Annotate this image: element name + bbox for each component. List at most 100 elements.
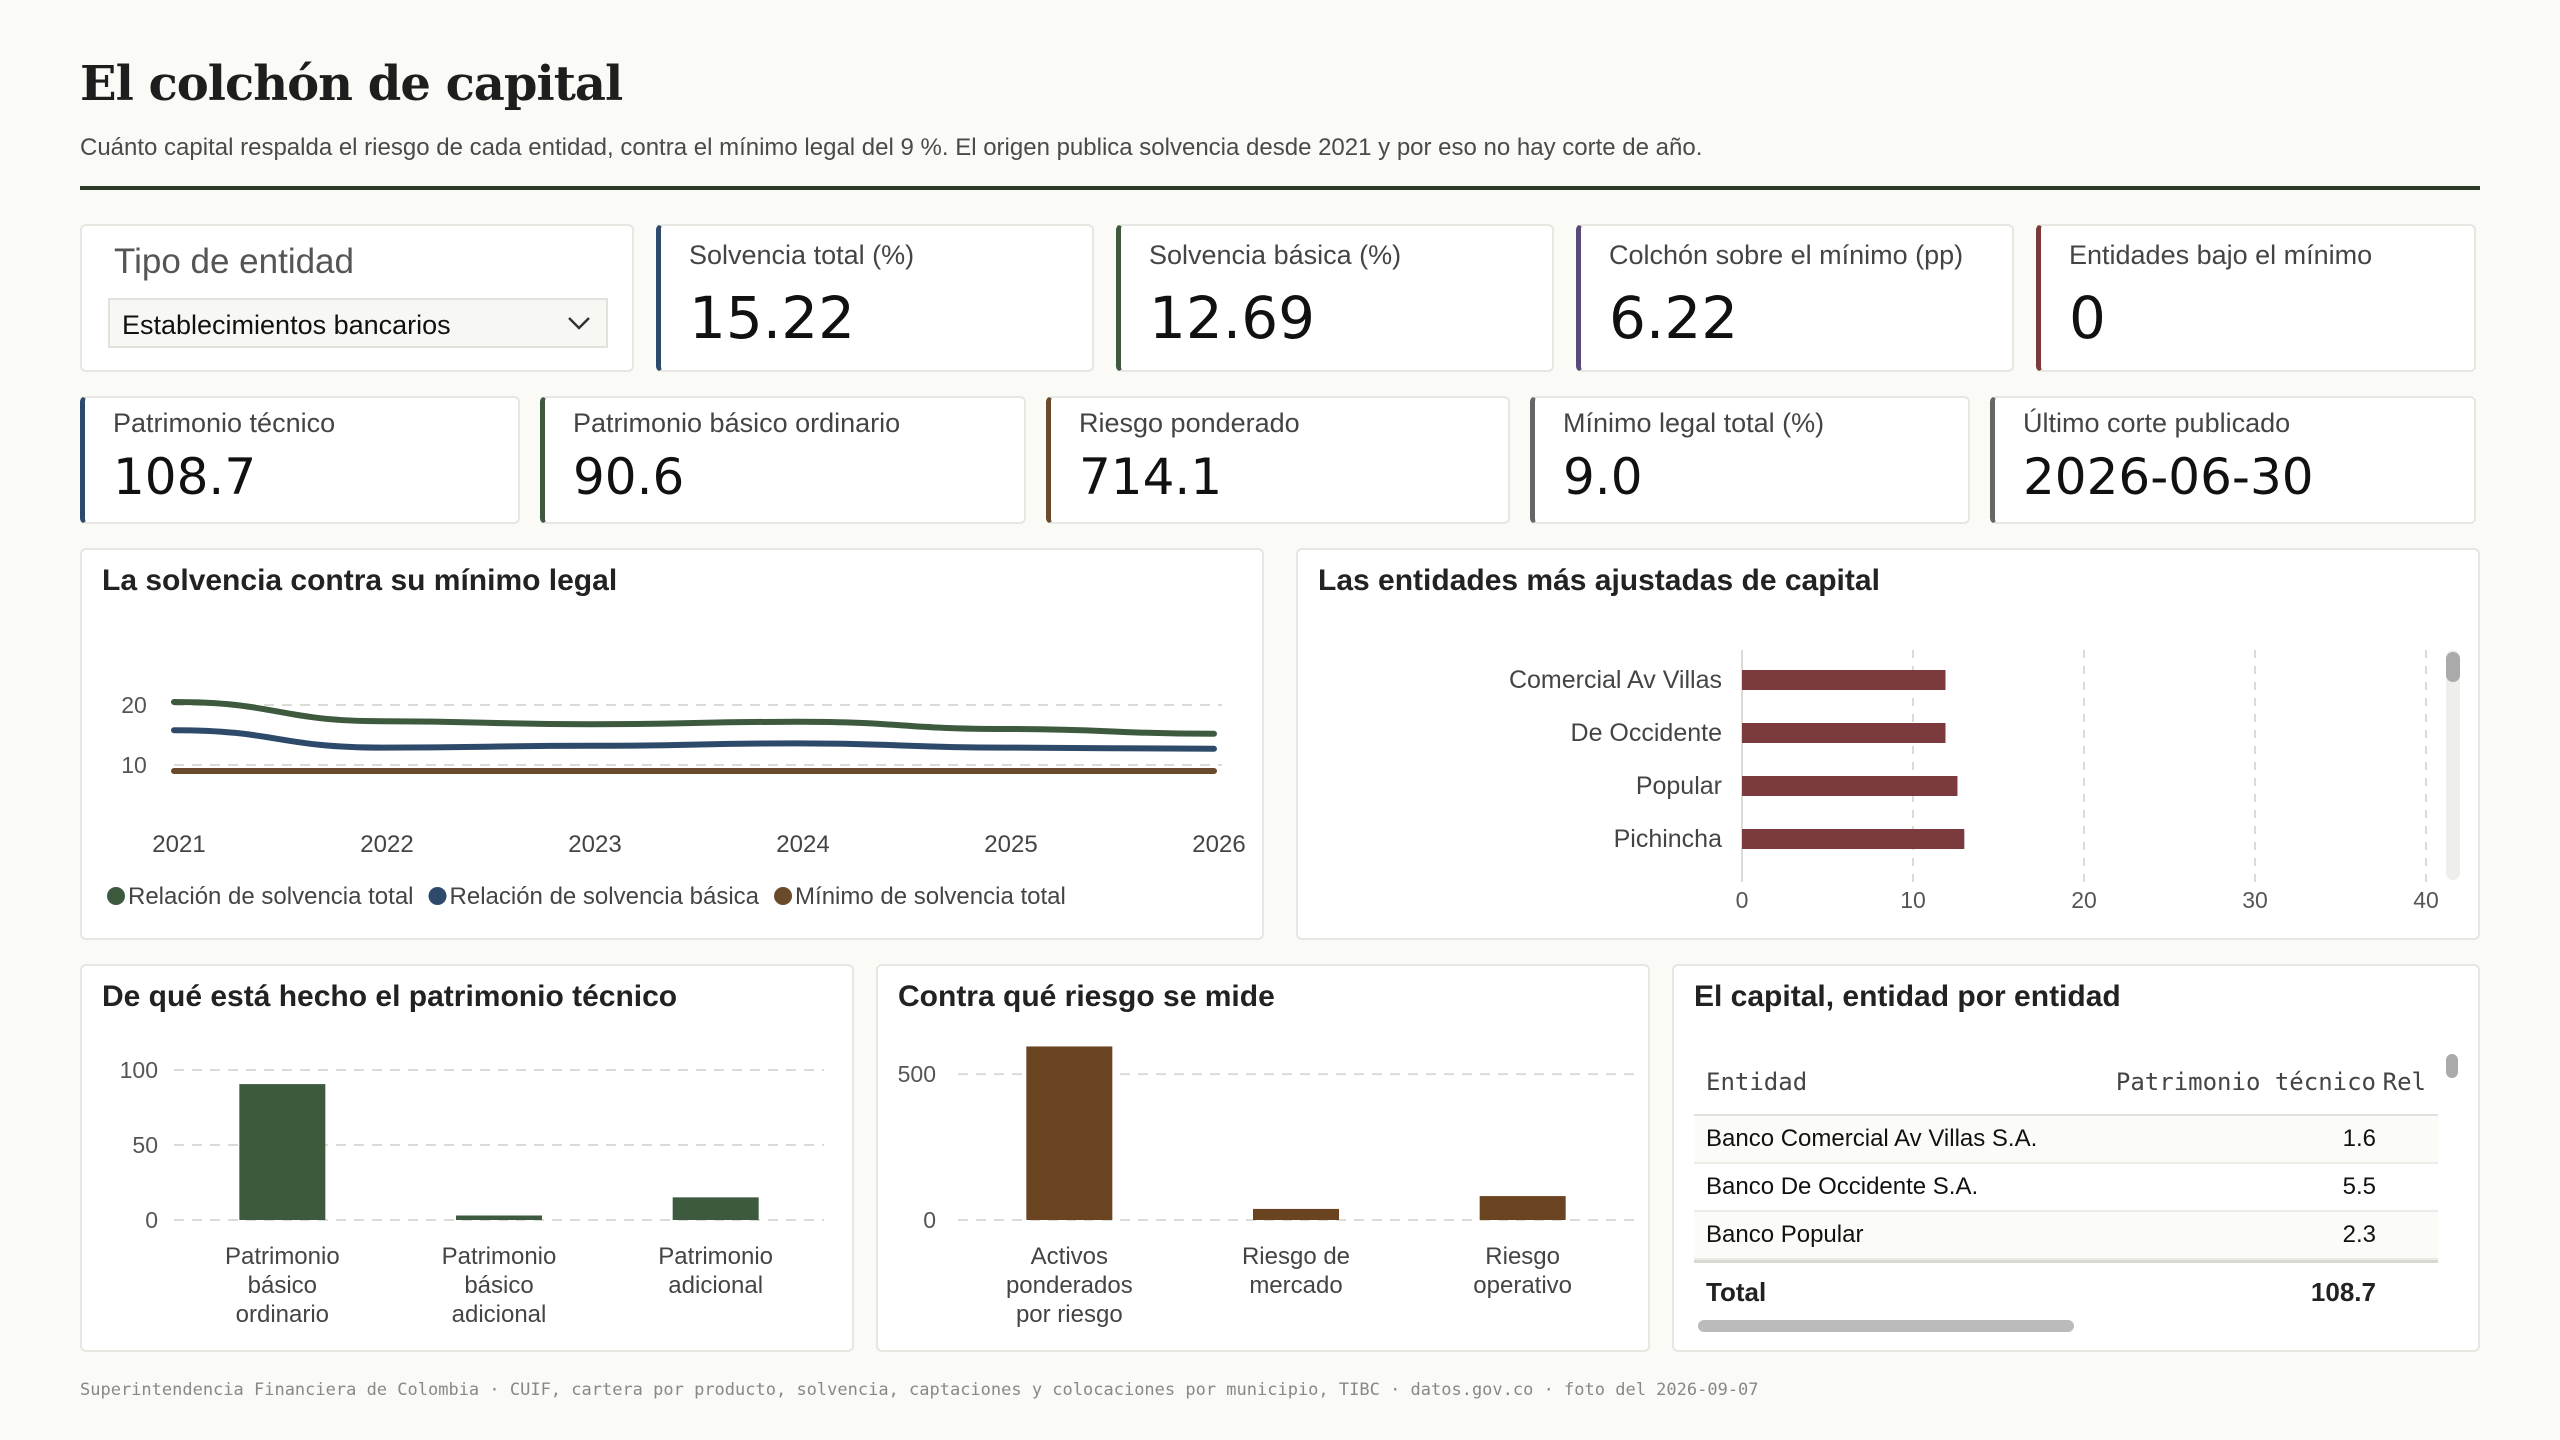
capital-table: Entidad Patrimonio técnico Rel▲ Banco Co… <box>1694 1050 2438 1322</box>
kpi-value: 714.1 <box>1079 448 1223 506</box>
solvency-line-chart: 10 20 2021 2022 2023 2024 2025 2026 Relación de … <box>107 692 1246 910</box>
kpi-solvencia-total: Solvencia total (%) 15.22 <box>656 224 1094 372</box>
tightest-panel-title: Las entidades más ajustadas de capital <box>1318 564 1880 597</box>
bar-category-label: Activos ponderados por riesgo <box>1006 1243 1133 1328</box>
entity-type-filter: Tipo de entidad Establecimientos bancari… <box>80 224 634 372</box>
entity-type-selected: Establecimientos bancarios <box>122 310 451 340</box>
x-tick-label: 0 <box>1736 887 1749 913</box>
kpi-patrimonio-tecnico: Patrimonio técnico 108.7 <box>80 396 520 524</box>
kpi-label: Patrimonio básico ordinario <box>573 408 901 438</box>
kpi-riesgo-ponderado: Riesgo ponderado 714.1 <box>1046 396 1510 524</box>
kpi-label: Colchón sobre el mínimo (pp) <box>1609 240 1964 270</box>
risk-panel-title: Contra qué riesgo se mide <box>898 980 1275 1013</box>
sort-ascending-icon: ▲ <box>2376 1092 2384 1096</box>
bar <box>672 1197 759 1220</box>
total-label: Total <box>1706 1277 1767 1307</box>
column-header-patrimonio[interactable]: Patrimonio técnico <box>2115 1068 2376 1096</box>
footer-source: Superintendencia Financiera de Colombia … <box>80 1380 1759 1400</box>
kpi-label: Último corte publicado <box>2023 408 2291 438</box>
risk-panel: Contra qué riesgo se mide 0 500 Activos pon… <box>876 964 1650 1352</box>
page-subtitle: Cuánto capital respalda el riesgo de cad… <box>80 134 1703 161</box>
bar <box>1026 1046 1113 1220</box>
capital-table-panel: El capital, entidad por entidad Entidad … <box>1672 964 2480 1352</box>
chevron-down-icon <box>564 308 594 345</box>
bar-category-label: De Occidente <box>1571 719 1722 747</box>
tightest-panel: Las entidades más ajustadas de capital 0… <box>1296 548 2480 940</box>
kpi-label: Patrimonio técnico <box>113 408 336 438</box>
table-row[interactable]: Banco De Occidente S.A. 5.5 <box>1694 1164 2438 1212</box>
x-tick-label: 2023 <box>568 831 621 858</box>
cell-entidad: Banco De Occidente S.A. <box>1706 1173 1979 1200</box>
kpi-value: 6.22 <box>1609 284 1739 352</box>
bar <box>1253 1208 1339 1220</box>
table-vertical-scrollbar[interactable] <box>2446 1054 2458 1078</box>
x-tick-label: 40 <box>2413 887 2439 913</box>
kpi-label: Mínimo legal total (%) <box>1563 408 1825 438</box>
kpi-value: 0 <box>2069 284 2106 352</box>
tightest-bar-chart: 0 10 20 30 40 Comercial Av Villas De Occidente… <box>1509 650 2439 913</box>
header-divider <box>80 186 2480 190</box>
kpi-label: Riesgo ponderado <box>1079 408 1300 438</box>
table-body: Banco Comercial Av Villas S.A. 1.6 Banco … <box>1694 1116 2438 1260</box>
x-tick-label: 2026 <box>1192 831 1245 858</box>
x-tick-label: 2025 <box>984 831 1037 858</box>
x-tick-label: 30 <box>2242 887 2268 913</box>
table-total-row: Total 108.7 <box>1694 1260 2438 1322</box>
scrollbar-thumb[interactable] <box>2446 652 2460 682</box>
kpi-value: 9.0 <box>1563 448 1643 506</box>
kpi-ultimo-corte: Último corte publicado 2026-06-30 <box>1990 396 2476 524</box>
composition-panel: De qué está hecho el patrimonio técnico … <box>80 964 854 1352</box>
capital-table-title: El capital, entidad por entidad <box>1694 980 2121 1013</box>
series-line <box>171 699 1217 737</box>
entity-type-select[interactable]: Establecimientos bancarios <box>108 298 608 348</box>
composition-bar-chart: 0 50 100 Patrimonio básico ordinario Patrimoni… <box>120 1057 824 1328</box>
legend-label: Relación de solvencia básica <box>450 883 760 910</box>
table-row[interactable]: Banco Comercial Av Villas S.A. 1.6 <box>1694 1116 2438 1164</box>
kpi-label: Solvencia básica (%) <box>1149 240 1402 270</box>
bar-category-label: Patrimonio básico ordinario <box>225 1243 340 1328</box>
x-tick-label: 2022 <box>360 831 413 858</box>
y-tick-label: 10 <box>121 752 147 778</box>
legend-marker <box>107 887 125 905</box>
kpi-value: 108.7 <box>113 448 257 506</box>
kpi-bajo-minimo: Entidades bajo el mínimo 0 <box>2036 224 2476 372</box>
table-header-row: Entidad Patrimonio técnico Rel▲ <box>1694 1050 2438 1116</box>
cell-patrimonio: 2.3 <box>2342 1221 2376 1248</box>
cell-patrimonio: 1.6 <box>2342 1125 2376 1152</box>
bar <box>1742 829 1965 849</box>
y-tick-label: 0 <box>923 1207 936 1233</box>
column-header-entidad[interactable]: Entidad <box>1706 1068 1808 1096</box>
bar <box>1742 723 1946 743</box>
bar-category-label: Pichincha <box>1614 825 1722 853</box>
x-tick-label: 20 <box>2071 887 2097 913</box>
legend-marker <box>428 887 447 905</box>
total-value: 108.7 <box>2310 1277 2376 1307</box>
y-tick-label: 0 <box>145 1207 158 1233</box>
bar <box>456 1215 542 1220</box>
x-tick-label: 10 <box>1900 887 1926 913</box>
solvency-panel: La solvencia contra su mínimo legal 10 20… <box>80 548 1264 940</box>
kpi-value: 2026-06-30 <box>2023 448 2314 506</box>
y-tick-label: 50 <box>132 1132 158 1158</box>
bar <box>1742 776 1958 796</box>
x-tick-label: 2024 <box>776 831 829 858</box>
table-horizontal-scrollbar[interactable] <box>1698 1320 2074 1332</box>
vertical-scrollbar[interactable] <box>2446 650 2460 880</box>
legend-label: Relación de solvencia total <box>128 883 414 910</box>
y-tick-label: 100 <box>120 1057 158 1083</box>
bar <box>1479 1196 1566 1220</box>
bar-category-label: Riesgo operativo <box>1473 1243 1572 1299</box>
filter-label: Tipo de entidad <box>114 242 354 281</box>
bar <box>1742 670 1946 690</box>
bar <box>239 1084 326 1220</box>
column-header-rel[interactable]: Rel▲ <box>2376 1068 2426 1096</box>
y-tick-label: 20 <box>121 692 147 718</box>
bar-category-label: Patrimonio básico adicional <box>442 1243 557 1328</box>
bar-category-label: Patrimonio adicional <box>658 1243 773 1299</box>
column-header-rel-label: Rel <box>2382 1068 2426 1096</box>
table-row[interactable]: Banco Popular 2.3 <box>1694 1212 2438 1260</box>
legend-label: Mínimo de solvencia total <box>795 883 1066 910</box>
page-title: El colchón de capital <box>80 56 623 112</box>
series-line <box>171 727 1217 752</box>
bar-category-label: Riesgo de mercado <box>1242 1243 1350 1299</box>
